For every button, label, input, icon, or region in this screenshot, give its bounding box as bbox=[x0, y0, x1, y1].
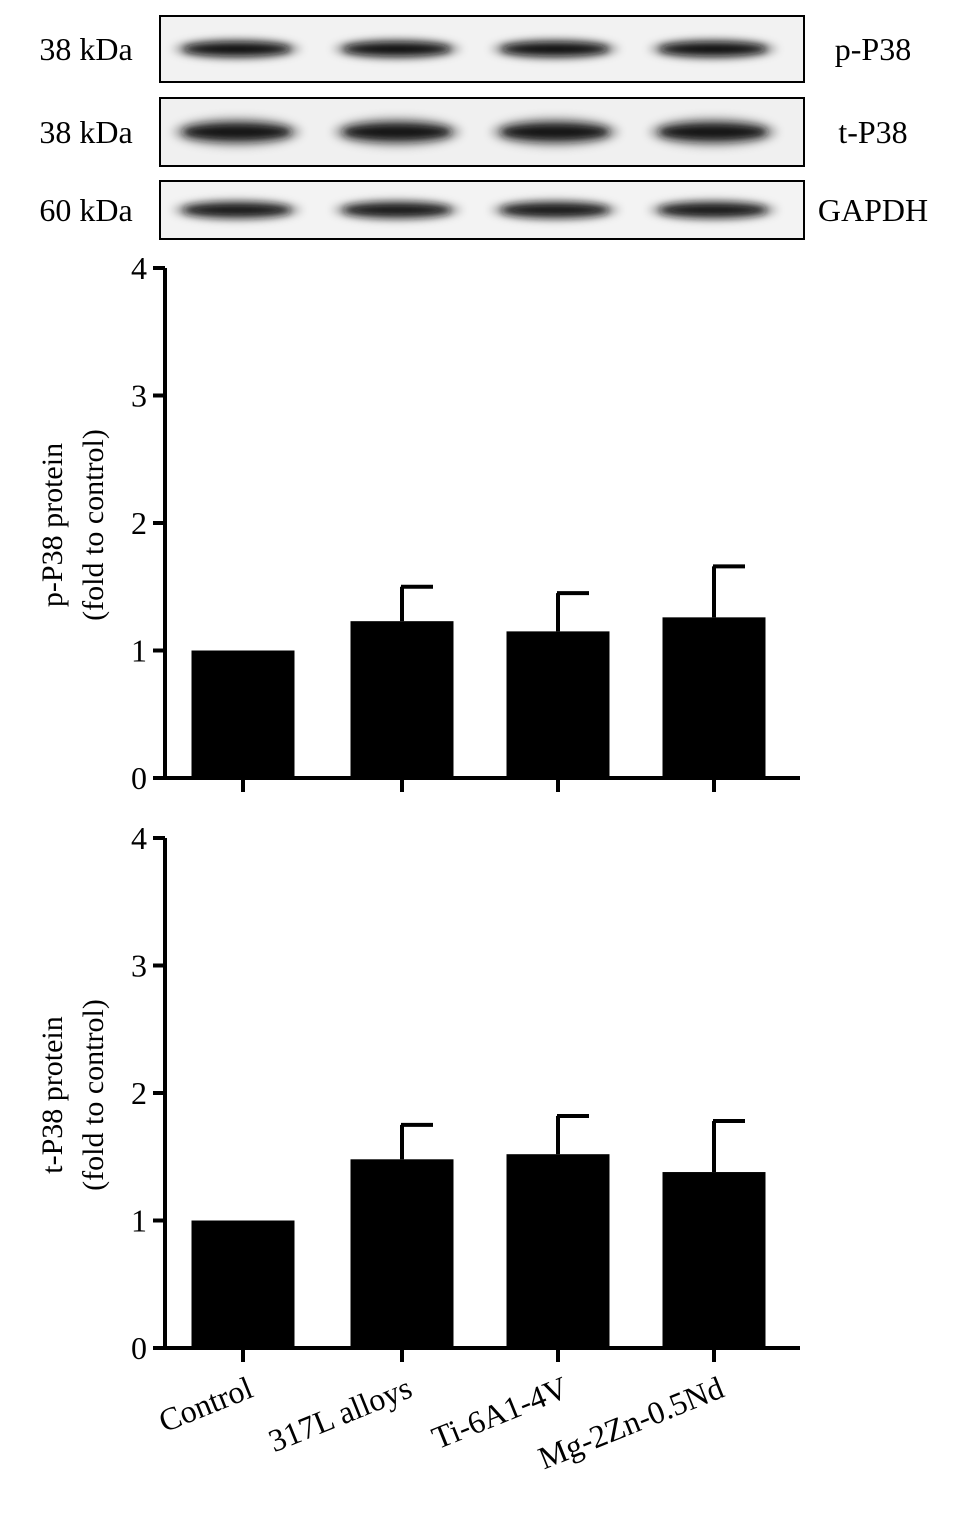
x-category-label: 317L alloys bbox=[263, 1369, 416, 1459]
blot-band bbox=[182, 42, 292, 56]
y-axis-label-line2: (fold to control) bbox=[77, 429, 110, 621]
blot-band bbox=[342, 42, 452, 56]
protein-label: t-P38 bbox=[838, 114, 907, 150]
molecular-weight-label: 60 kDa bbox=[39, 192, 132, 228]
bar-control bbox=[191, 1220, 295, 1348]
y-axis-label-line2: (fold to control) bbox=[77, 999, 110, 1191]
bar-ti-6a1-4v bbox=[506, 631, 610, 778]
y-tick-label: 1 bbox=[131, 1203, 147, 1239]
bar-317l-alloys bbox=[350, 1159, 454, 1348]
y-tick-label: 1 bbox=[131, 633, 147, 669]
molecular-weight-label: 38 kDa bbox=[39, 114, 132, 150]
bar-317l-alloys bbox=[350, 621, 454, 778]
blot-band bbox=[342, 203, 452, 217]
blot-band bbox=[182, 123, 292, 141]
blot-band bbox=[658, 42, 768, 56]
bar-ti-6a1-4v bbox=[506, 1154, 610, 1348]
y-tick-label: 3 bbox=[131, 948, 147, 984]
y-axis-label-line1: t-P38 protein bbox=[36, 1016, 69, 1174]
plot-area: 0 1 2 3 4 bbox=[131, 250, 800, 796]
western-blot-panel: 38 kDa p-P38 38 kDa t-P38 60 kDa GAPDH bbox=[39, 15, 928, 240]
bar-control bbox=[191, 650, 295, 778]
y-tick-label: 2 bbox=[131, 1075, 147, 1111]
blot-row-p-p38: 38 kDa p-P38 bbox=[39, 15, 911, 83]
bar-chart-p-p38: p-P38 protein (fold to control) 0 1 2 3 4 bbox=[36, 250, 800, 796]
blot-band bbox=[342, 123, 452, 141]
y-tick-label: 3 bbox=[131, 378, 147, 414]
y-tick-label: 0 bbox=[131, 760, 147, 796]
blot-band bbox=[500, 123, 610, 141]
protein-label: GAPDH bbox=[818, 192, 928, 228]
protein-label: p-P38 bbox=[835, 31, 911, 67]
x-category-label: Control bbox=[153, 1369, 257, 1439]
y-axis-label-line1: p-P38 protein bbox=[36, 443, 69, 607]
blot-band bbox=[182, 203, 292, 217]
y-tick-label: 2 bbox=[131, 505, 147, 541]
molecular-weight-label: 38 kDa bbox=[39, 31, 132, 67]
blot-row-t-p38: 38 kDa t-P38 bbox=[39, 97, 908, 167]
bar-mg-2zn-0-5nd bbox=[662, 617, 766, 778]
y-tick-label: 0 bbox=[131, 1330, 147, 1366]
blot-row-gapdh: 60 kDa GAPDH bbox=[39, 180, 928, 240]
blot-band bbox=[500, 203, 610, 217]
bar-chart-t-p38: t-P38 protein (fold to control) 0 1 2 3 4 bbox=[36, 820, 800, 1366]
blot-band bbox=[658, 123, 768, 141]
blot-band bbox=[500, 42, 610, 56]
plot-area: 0 1 2 3 4 bbox=[131, 820, 800, 1366]
bar-mg-2zn-0-5nd bbox=[662, 1172, 766, 1348]
blot-band bbox=[658, 203, 768, 217]
y-tick-label: 4 bbox=[131, 820, 147, 856]
y-tick-label: 4 bbox=[131, 250, 147, 286]
